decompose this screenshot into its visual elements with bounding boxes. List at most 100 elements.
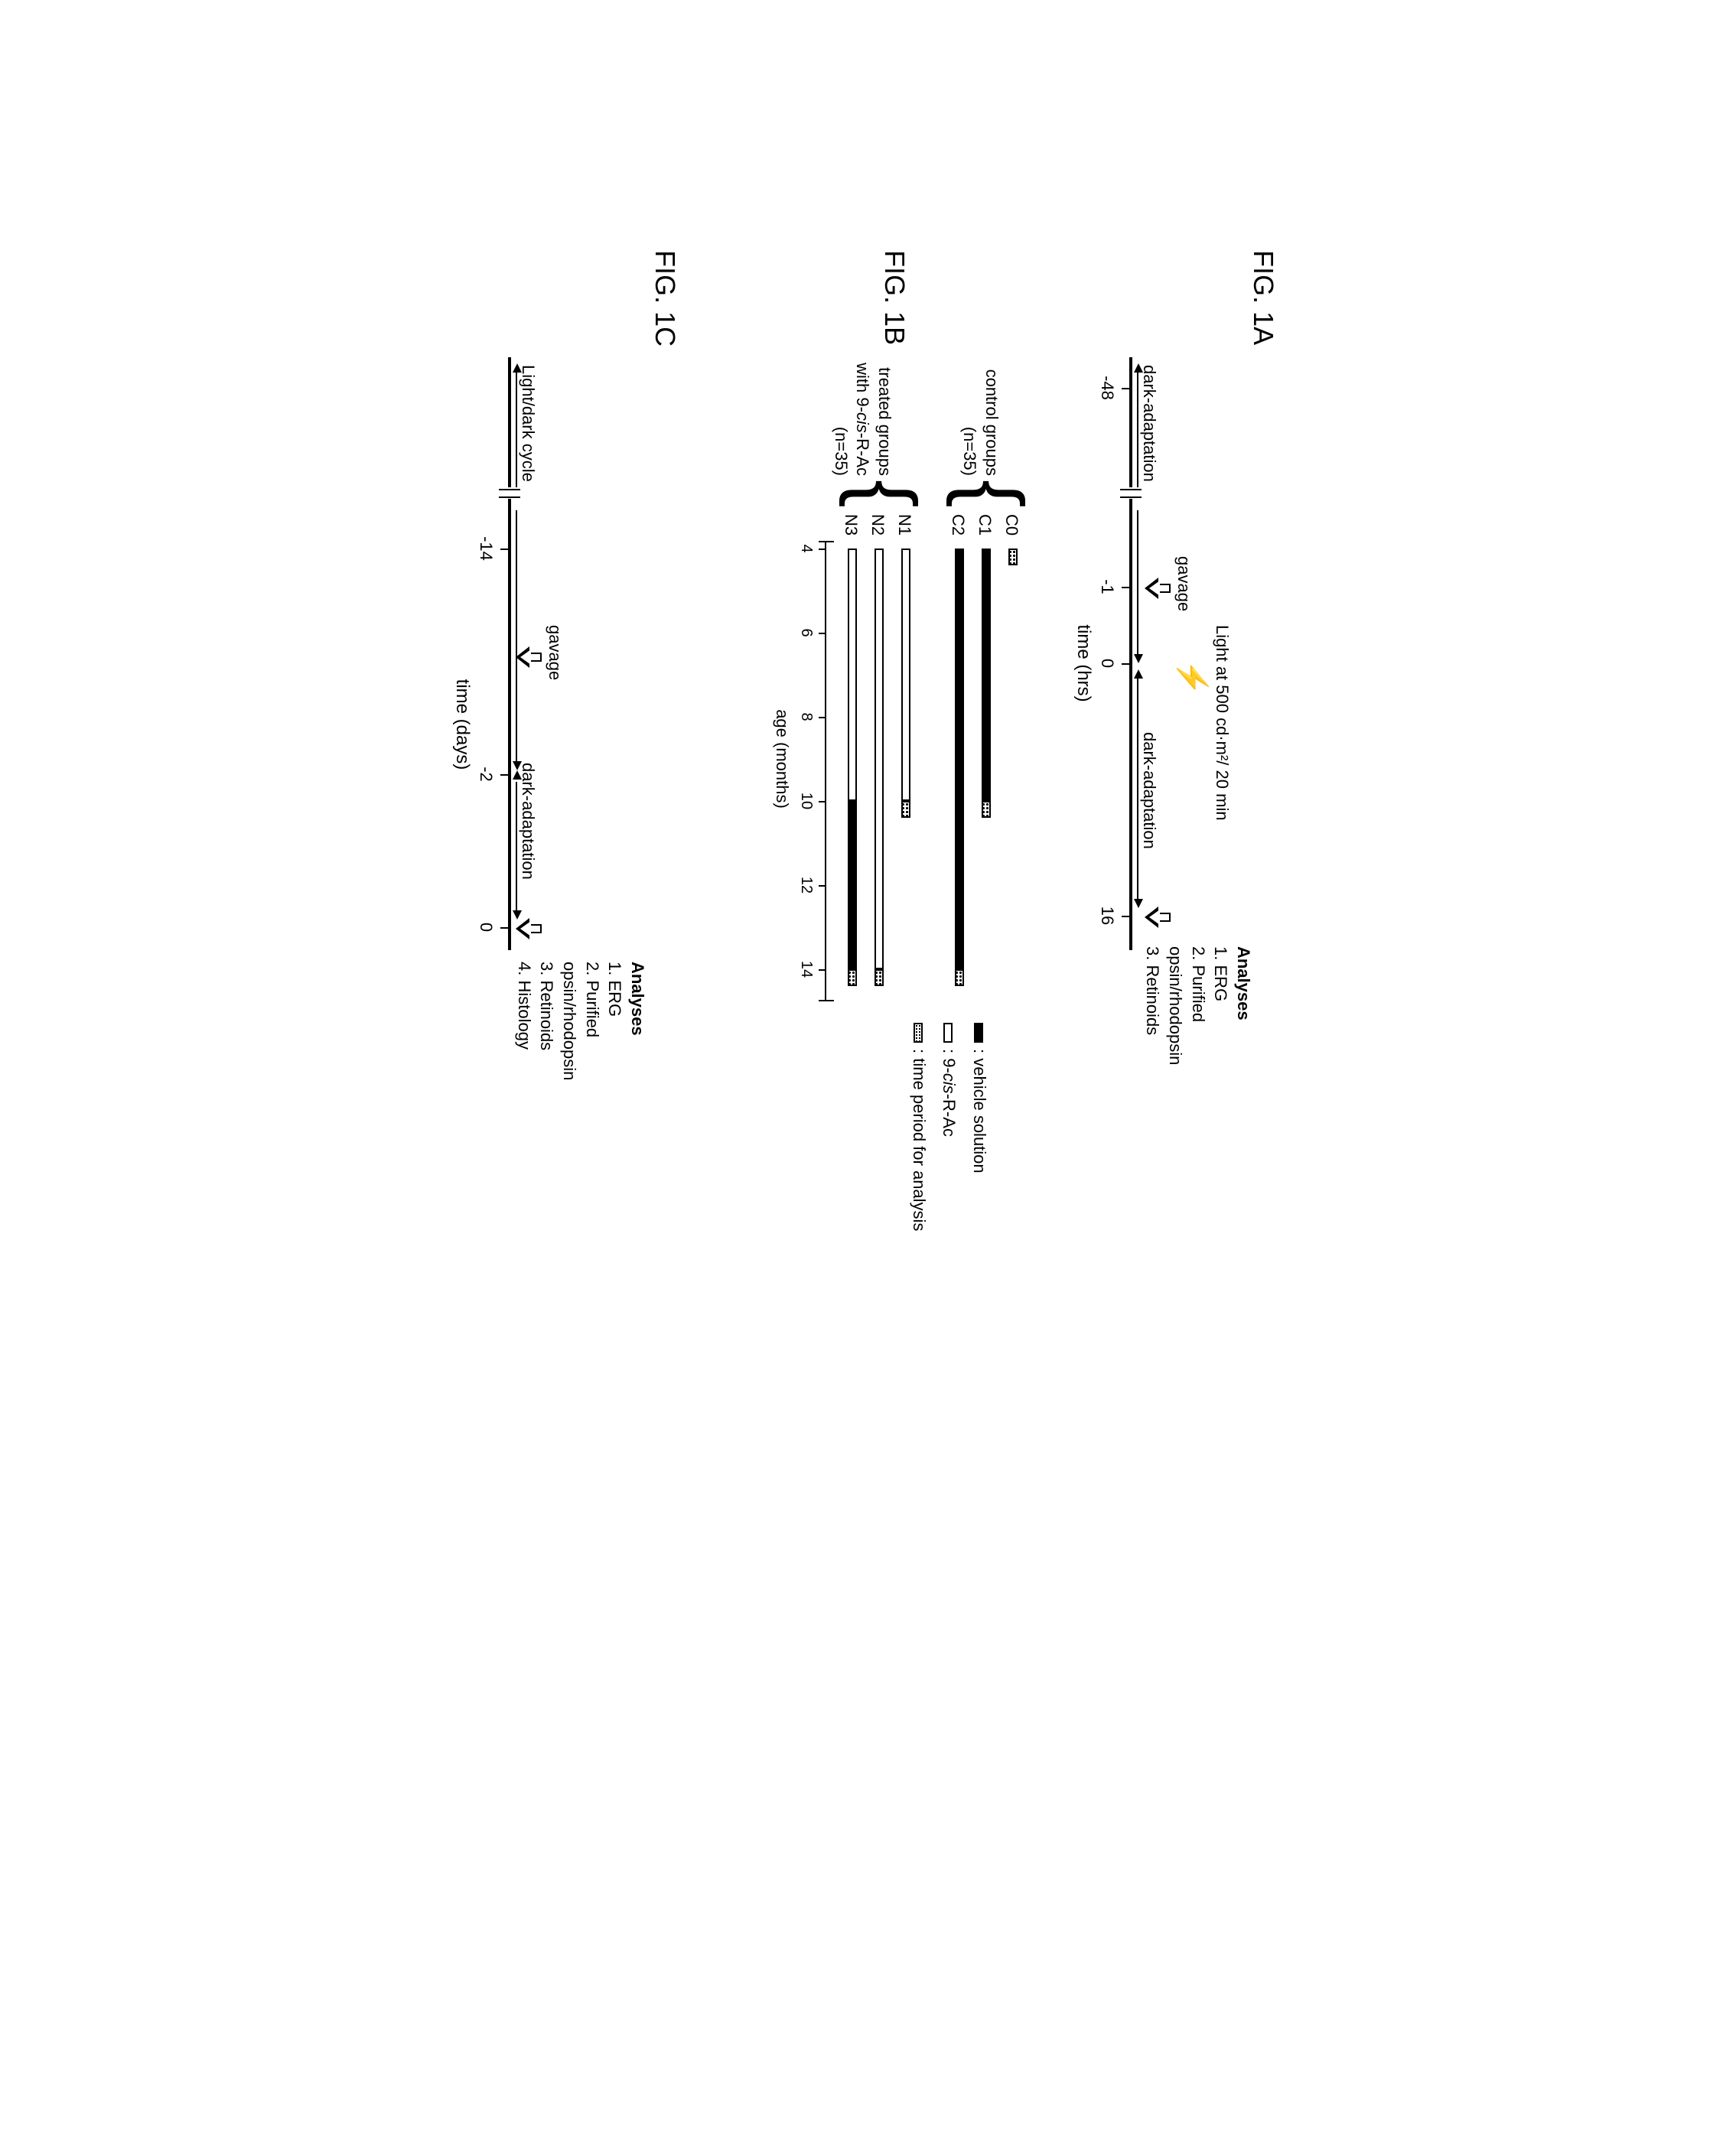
timeline-a: dark-adaptation gavage ⚡ Light at 500 cd… bbox=[1079, 357, 1232, 1046]
row-c0: C0 bbox=[1002, 514, 1021, 536]
treated-line2a: with 9- bbox=[853, 363, 872, 412]
timeline-c: Light/dark cycle gavage dark-adaptation bbox=[458, 357, 633, 1046]
main-line-a-right bbox=[1129, 499, 1132, 950]
panel-b-body: control groups (n=35) { treated groups w… bbox=[727, 250, 1033, 1321]
bar-n3-end bbox=[848, 969, 857, 986]
analyses-a-1: 1. ERG bbox=[1209, 946, 1232, 1065]
treated-line2c: -R-Ac bbox=[853, 433, 872, 476]
swatch-dotted bbox=[913, 1023, 922, 1043]
break-a1 bbox=[1120, 489, 1142, 490]
legend-9-a: : 9- bbox=[940, 1049, 959, 1073]
tick-a-48-label: -48 bbox=[1097, 376, 1117, 400]
bar-n1-end bbox=[901, 801, 910, 818]
tick-b-4-l: 4 bbox=[797, 544, 815, 552]
tick-b-14 bbox=[819, 969, 826, 971]
legend-b: : vehicle solution : 9-cis-R-Ac : time p… bbox=[904, 1023, 995, 1231]
brace-control: { bbox=[950, 480, 1034, 508]
fig-a-label: FIG. 1A bbox=[1247, 250, 1279, 1321]
break-a2 bbox=[1120, 496, 1142, 498]
bar-n1-main bbox=[901, 549, 910, 801]
arrow-ld-left-h bbox=[513, 363, 522, 373]
bar-n3-black bbox=[848, 801, 857, 969]
legend-period-text: : time period for analysis bbox=[909, 1049, 928, 1231]
arrow-dark-c bbox=[516, 782, 517, 912]
row-c2: C2 bbox=[948, 514, 968, 536]
axis-b-line bbox=[825, 541, 826, 1000]
arrow-ld-left bbox=[516, 373, 517, 487]
analyses-c-1: 1. ERG bbox=[603, 962, 626, 1080]
axis-a-label: time (hrs) bbox=[1073, 624, 1094, 702]
tick-b-12 bbox=[819, 885, 826, 887]
break-c2 bbox=[499, 496, 520, 498]
bar-c1-end bbox=[982, 801, 991, 818]
tick-b-10 bbox=[819, 801, 826, 802]
tick-c-2 bbox=[500, 774, 510, 776]
row-n1: N1 bbox=[894, 514, 914, 536]
analyses-c: Analyses 1. ERG 2. Purified opsin/rhodop… bbox=[512, 962, 648, 1080]
tick-b-6-l: 6 bbox=[797, 628, 815, 636]
analyses-c-2: 2. Purified opsin/rhodopsin bbox=[558, 962, 603, 1080]
arrow-dark-left bbox=[1137, 373, 1138, 487]
main-line-c-right bbox=[508, 499, 511, 950]
bar-n2-end bbox=[875, 969, 884, 986]
tick-b-10-l: 10 bbox=[797, 793, 815, 809]
analyses-a-title: Analyses bbox=[1232, 946, 1255, 1065]
tick-a-0-label: 0 bbox=[1097, 659, 1117, 668]
main-line-a-left bbox=[1129, 357, 1132, 487]
analyses-arrow-c bbox=[517, 920, 542, 938]
analyses-a: Analyses 1. ERG 2. Purified opsin/rhodop… bbox=[1141, 946, 1254, 1065]
row-n2: N2 bbox=[868, 514, 888, 536]
axis-b-label: age (months) bbox=[772, 709, 792, 809]
legend-vehicle: : vehicle solution bbox=[964, 1023, 995, 1231]
gavage-arrow-c bbox=[517, 648, 542, 666]
analyses-arrow-a bbox=[1146, 908, 1171, 926]
control-groups-label: control groups (n=35) bbox=[958, 361, 1002, 476]
analyses-a-2: 2. Purified opsin/rhodopsin bbox=[1164, 946, 1209, 1065]
swatch-white bbox=[943, 1023, 953, 1043]
analyses-c-3: 3. Retinoids bbox=[535, 962, 558, 1080]
tick-b-4 bbox=[819, 549, 826, 550]
light-bolt-icon: ⚡ bbox=[1175, 659, 1209, 695]
panel-c: FIG. 1C Light/dark cycle gavage dark-ada… bbox=[458, 250, 681, 1321]
dark-adapt-left: dark-adaptation bbox=[1139, 365, 1159, 482]
tick-b-6 bbox=[819, 633, 826, 634]
tick-c-2-l: -2 bbox=[476, 767, 496, 782]
legend-period: : time period for analysis bbox=[904, 1023, 934, 1231]
gavage-label-c: gavage bbox=[545, 625, 565, 680]
analyses-c-4: 4. Histology bbox=[512, 962, 535, 1080]
treated-groups-label: treated groups with 9-cis-R-Ac (n=35) bbox=[829, 361, 895, 476]
legend-9-c: -R-Ac bbox=[940, 1094, 959, 1137]
brace-treated: { bbox=[843, 480, 927, 508]
tick-c-14 bbox=[500, 549, 510, 550]
tick-a-1 bbox=[1122, 587, 1131, 588]
legend-9-b: cis bbox=[940, 1073, 959, 1094]
light-text: Light at 500 cd·m²/ 20 min bbox=[1212, 625, 1232, 839]
bar-c2-main bbox=[955, 549, 964, 969]
panel-b: FIG. 1B control groups (n=35) { treated … bbox=[727, 250, 1033, 1321]
tick-b-8 bbox=[819, 717, 826, 718]
treated-line1: treated groups bbox=[875, 367, 894, 476]
tick-b-end bbox=[819, 1000, 834, 1001]
arrow-to-zero bbox=[1137, 510, 1138, 656]
swatch-black bbox=[973, 1023, 982, 1043]
tick-b-14-l: 14 bbox=[797, 961, 815, 978]
tick-a-0 bbox=[1122, 663, 1131, 665]
tick-b-8-l: 8 bbox=[797, 712, 815, 721]
arrow-dark-right-headL bbox=[1134, 669, 1143, 679]
lightdark-label: Light/dark cycle bbox=[518, 365, 538, 482]
tick-a-16-label: 16 bbox=[1097, 907, 1117, 925]
tick-a-1-label: -1 bbox=[1097, 579, 1117, 594]
row-n3: N3 bbox=[841, 514, 861, 536]
analyses-a-3: 3. Retinoids bbox=[1141, 946, 1164, 1065]
bar-n3-white bbox=[848, 549, 857, 801]
figure-page: FIG. 1A dark-adaptation gavage ⚡ Light a… bbox=[458, 250, 1279, 1321]
treated-line2b: cis bbox=[853, 412, 872, 433]
gavage-arrow-a bbox=[1146, 579, 1171, 597]
axis-c-label: time (days) bbox=[451, 679, 473, 770]
tick-c-0 bbox=[500, 927, 510, 929]
control-groups-text: control groups bbox=[982, 369, 1002, 476]
bar-c0 bbox=[1008, 549, 1018, 565]
break-c1 bbox=[499, 489, 520, 490]
main-line-c-left bbox=[508, 357, 511, 487]
panel-a: FIG. 1A dark-adaptation gavage ⚡ Light a… bbox=[1079, 250, 1279, 1321]
